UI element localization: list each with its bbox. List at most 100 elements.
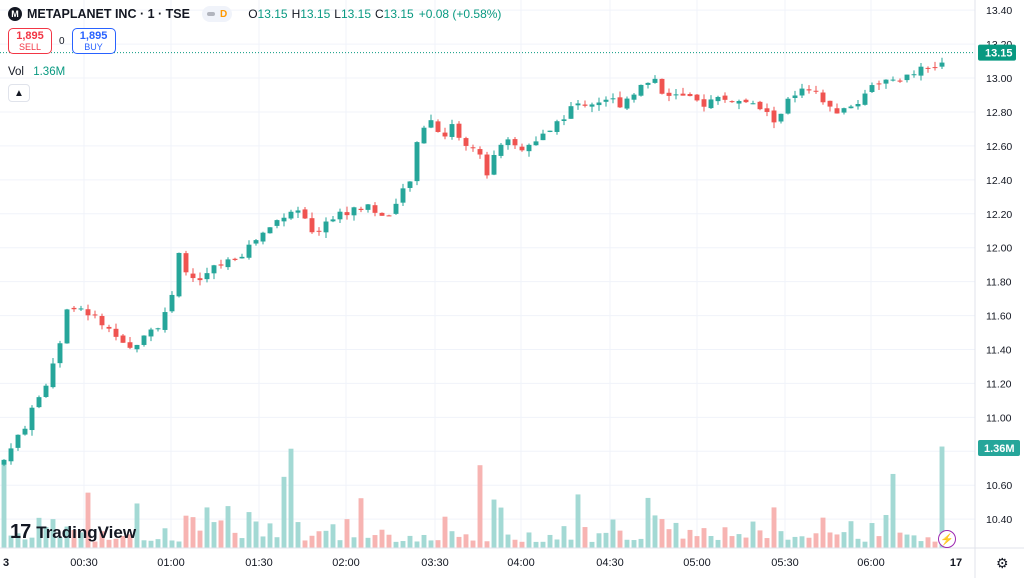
volume-bar — [323, 530, 329, 548]
volume-bar — [883, 514, 889, 548]
volume-bar — [673, 522, 679, 548]
price-tick-label: 10.60 — [986, 480, 1012, 492]
candle-body — [316, 230, 322, 232]
time-tick-label: 05:00 — [683, 557, 711, 569]
volume-bar — [239, 538, 245, 548]
volume-bar — [50, 519, 56, 548]
candle-body — [708, 99, 714, 109]
volume-bar — [638, 538, 644, 548]
candle-body — [666, 92, 672, 96]
volume-legend[interactable]: Vol 1.36M — [8, 66, 65, 78]
volume-bar — [855, 538, 861, 548]
candlestick-series — [1, 57, 945, 467]
volume-bar — [547, 534, 553, 548]
ohlc-high: 13.15 — [300, 7, 331, 21]
volume-bar — [799, 536, 805, 548]
volume-bar — [589, 541, 595, 548]
time-tick-label: 02:00 — [332, 557, 360, 569]
volume-bar — [505, 534, 511, 548]
time-tick-label: 03:30 — [421, 557, 449, 569]
volume-bar — [309, 535, 315, 548]
candle-body — [624, 98, 630, 109]
volume-bar — [106, 539, 112, 548]
volume-bar — [372, 535, 378, 548]
volume-bar — [939, 446, 945, 548]
volume-bar — [197, 530, 203, 548]
price-tick-label: 12.60 — [986, 141, 1012, 153]
ohlc-low-label: L — [334, 7, 341, 21]
market-status[interactable]: D — [201, 6, 233, 22]
volume-bar — [169, 540, 175, 548]
candle-body — [134, 344, 140, 350]
candle-body — [421, 127, 427, 144]
sell-button[interactable]: 1,895 SELL — [8, 28, 52, 54]
volume-bar — [498, 507, 504, 548]
symbol-title[interactable]: METAPLANET INC · 1 · TSE — [27, 7, 190, 21]
volume-bar — [414, 541, 420, 548]
sell-price: 1,895 — [16, 30, 44, 42]
candle-body — [638, 84, 644, 96]
volume-bar — [876, 536, 882, 548]
lightning-icon[interactable]: ⚡ — [938, 530, 956, 548]
volume-bar — [897, 532, 903, 548]
candle-body — [442, 132, 448, 137]
candle-body — [183, 253, 189, 273]
volume-bar — [148, 540, 154, 548]
candle-body — [309, 218, 315, 233]
buy-button[interactable]: 1,895 BUY — [71, 28, 116, 54]
tradingview-logo[interactable]: 17 TradingView — [10, 521, 136, 544]
candle-body — [204, 273, 210, 280]
volume-bar — [456, 536, 462, 548]
volume-bar — [841, 532, 847, 548]
volume-bar — [526, 532, 532, 548]
volume-bar — [29, 537, 35, 548]
candle-body — [484, 154, 490, 176]
candle-body — [92, 314, 98, 316]
volume-bar — [561, 526, 567, 548]
volume-bar — [680, 538, 686, 548]
volume-bar — [225, 506, 231, 548]
volume-bar — [890, 473, 896, 548]
price-tick-label: 11.20 — [986, 378, 1012, 390]
symbol-logo[interactable]: M — [8, 7, 22, 21]
volume-bar — [218, 520, 224, 548]
gear-icon[interactable]: ⚙ — [996, 555, 1009, 571]
volume-bar — [71, 530, 77, 548]
volume-bars — [1, 446, 945, 548]
candle-body — [764, 108, 770, 112]
candle-body — [64, 309, 70, 344]
candle-body — [288, 211, 294, 219]
price-tick-label: 10.40 — [986, 514, 1012, 526]
time-tick-label: 01:00 — [157, 557, 185, 569]
volume-bar — [904, 534, 910, 548]
tradingview-mark: 17 — [10, 521, 31, 543]
candle-body — [50, 363, 56, 388]
volume-bar — [274, 537, 280, 548]
volume-bar — [393, 541, 399, 548]
candle-body — [477, 149, 483, 155]
chevron-up-icon[interactable]: ▲ — [8, 84, 30, 102]
candle-body — [155, 328, 161, 330]
volume-bar — [911, 535, 917, 548]
volume-bar — [267, 523, 273, 548]
volume-bar — [610, 519, 616, 548]
candle-body — [799, 88, 805, 96]
price-tick-label: 12.80 — [986, 107, 1012, 119]
candle-body — [813, 90, 819, 92]
price-tick-label: 11.00 — [986, 412, 1012, 424]
volume-badge: 1.36M — [978, 440, 1020, 456]
volume-bar — [155, 539, 161, 548]
volume-bar — [918, 541, 924, 548]
candle-body — [197, 278, 203, 281]
candle-body — [659, 78, 665, 94]
volume-bar — [645, 497, 651, 548]
market-dot-icon — [206, 12, 215, 16]
volume-bar — [211, 522, 217, 548]
time-tick-label: 04:00 — [507, 557, 535, 569]
volume-bar — [85, 492, 91, 548]
time-tick-label: 01:30 — [245, 557, 273, 569]
candle-body — [757, 101, 763, 110]
volume-bar — [120, 535, 126, 548]
price-axis: 10.4010.6010.8011.0011.2011.4011.6011.80… — [974, 0, 1012, 578]
